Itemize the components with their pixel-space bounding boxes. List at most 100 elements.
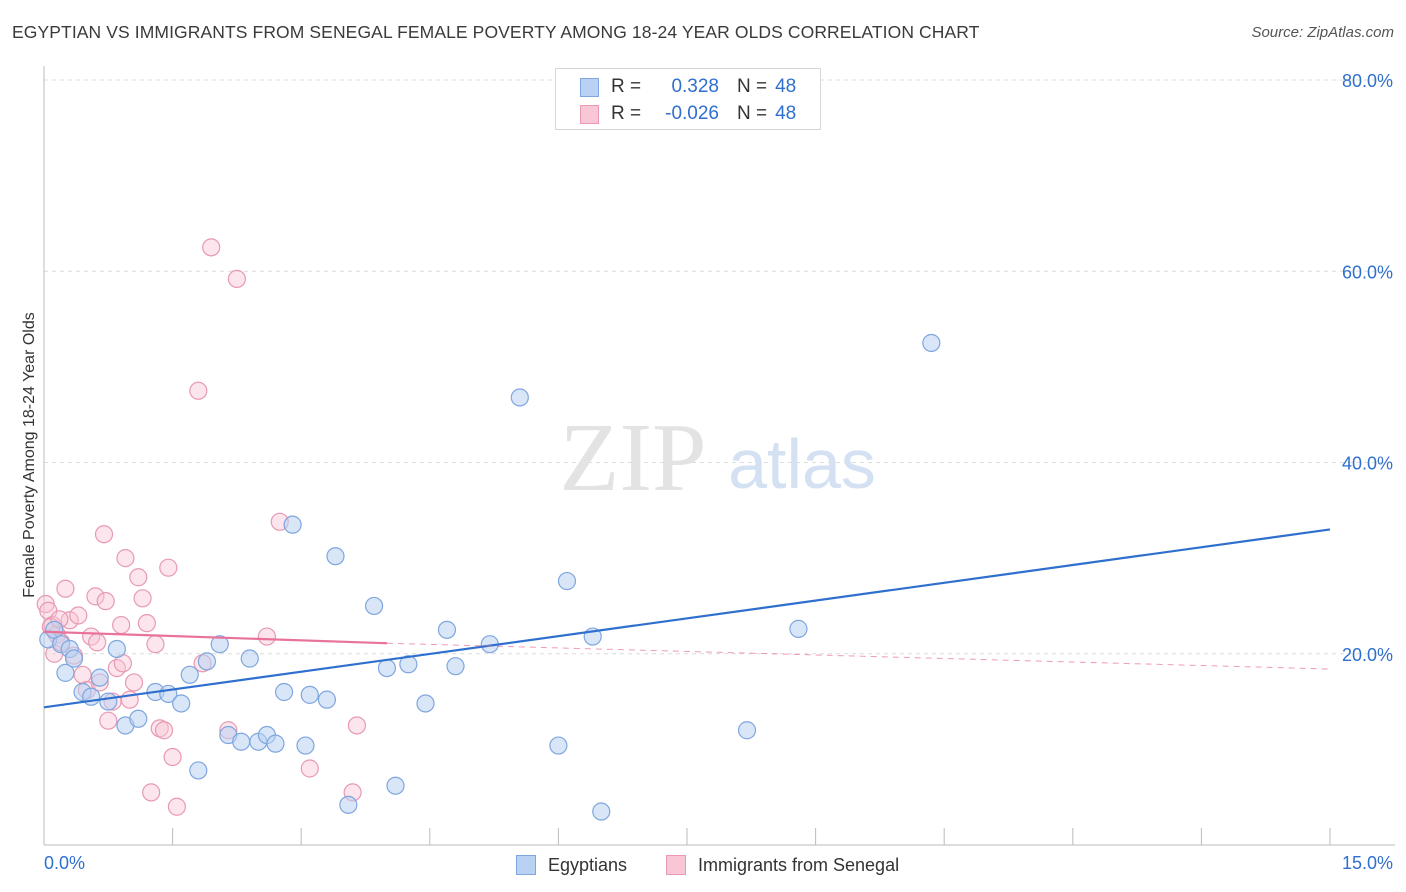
- trend-lines: [43, 528, 1331, 709]
- senegal-point: [227, 269, 246, 288]
- legend-row-egyptians: R = 0.328 N = 48: [580, 74, 796, 100]
- egyptian-point: [386, 776, 405, 795]
- y-tick-label: 80.0%: [1342, 71, 1393, 91]
- senegal-point: [300, 759, 319, 778]
- senegal-point: [69, 606, 88, 625]
- legend-swatch-blue: [580, 77, 599, 97]
- senegal-point: [112, 615, 131, 635]
- senegal-point: [137, 614, 156, 633]
- legend-label-egyptians: Egyptians: [548, 854, 628, 875]
- senegal-point: [56, 579, 75, 598]
- correlation-legend: R = 0.328 N = 48 R = -0.026 N = 48: [555, 68, 821, 130]
- bottom-legend-egyptians[interactable]: Egyptians: [516, 852, 627, 878]
- egyptian-point: [232, 732, 251, 751]
- watermark-atlas: atlas: [728, 425, 876, 503]
- senegal-point: [124, 673, 144, 692]
- egyptian-point: [56, 663, 75, 682]
- egyptian-point: [240, 649, 259, 668]
- egyptian-point: [510, 388, 529, 407]
- legend-swatch-pink: [580, 104, 599, 124]
- senegal-point: [73, 665, 92, 684]
- r-value: -0.026: [665, 103, 719, 124]
- egyptian-point: [789, 619, 808, 638]
- egyptian-point: [399, 655, 418, 674]
- senegal-point: [142, 783, 161, 802]
- y-tick-label: 20.0%: [1342, 645, 1393, 665]
- senegal-point: [99, 711, 118, 730]
- egyptian-point: [189, 761, 208, 780]
- legend-label-senegal: Immigrants from Senegal: [698, 854, 900, 875]
- egyptian-point: [416, 694, 435, 713]
- senegal-point: [133, 589, 152, 608]
- y-tick-label: 60.0%: [1342, 262, 1393, 282]
- senegal-point: [257, 627, 277, 646]
- axes: [43, 66, 1395, 846]
- r-value: 0.328: [671, 76, 719, 97]
- senegal-trend-extension: [386, 642, 1331, 670]
- senegal-point: [347, 716, 367, 735]
- egyptian-point: [90, 668, 109, 687]
- egyptian-point: [446, 657, 465, 676]
- senegal-point: [129, 568, 148, 587]
- egyptian-point: [266, 734, 285, 753]
- y-tick-label: 40.0%: [1342, 454, 1393, 474]
- egyptian-point: [326, 547, 345, 566]
- egyptian-points: [39, 333, 941, 821]
- egyptian-point: [437, 620, 457, 639]
- senegal-points: [36, 238, 367, 816]
- legend-swatch-egyptians: [516, 855, 536, 875]
- senegal-trend-line: [43, 630, 387, 645]
- egyptian-point: [99, 692, 118, 711]
- egyptian-point: [180, 665, 199, 684]
- senegal-point: [189, 381, 208, 400]
- egyptian-point: [549, 736, 568, 755]
- senegal-point: [116, 549, 135, 568]
- senegal-point: [88, 633, 107, 652]
- egyptian-point: [317, 690, 337, 709]
- senegal-point: [159, 558, 178, 577]
- egyptian-point: [300, 685, 319, 704]
- egyptian-point: [274, 682, 294, 702]
- source-label: Source: ZipAtlas.com: [1251, 24, 1394, 41]
- senegal-point: [94, 525, 114, 544]
- egyptian-point: [82, 687, 101, 706]
- n-value: 48: [775, 103, 797, 124]
- tick-labels: 20.0% 40.0% 60.0% 80.0% 0.0% 15.0%: [44, 71, 1393, 873]
- watermark: ZIP atlas: [560, 404, 876, 512]
- senegal-point: [107, 658, 126, 678]
- egyptian-point: [364, 596, 384, 616]
- egyptian-point: [377, 658, 397, 678]
- senegal-point: [154, 721, 174, 740]
- chart-title: EGYPTIAN VS IMMIGRANTS FROM SENEGAL FEMA…: [12, 22, 980, 42]
- x-tick-label: 0.0%: [44, 853, 85, 873]
- egyptian-point: [129, 709, 148, 728]
- n-value: 48: [775, 76, 797, 97]
- gridlines: [44, 79, 1395, 655]
- egyptian-point: [339, 795, 358, 814]
- r-label: R =: [611, 103, 642, 124]
- n-label: N =: [737, 103, 768, 124]
- senegal-point: [86, 587, 105, 606]
- egyptian-point: [197, 652, 216, 671]
- watermark-zip: ZIP: [560, 404, 707, 512]
- egyptian-point: [64, 649, 84, 668]
- egyptian-point: [283, 515, 302, 534]
- egyptian-point: [172, 694, 191, 713]
- senegal-point: [202, 238, 221, 257]
- senegal-point: [96, 592, 115, 611]
- senegal-point: [167, 797, 186, 816]
- egyptian-point: [557, 571, 577, 591]
- egyptian-point: [107, 639, 126, 659]
- egyptian-point: [737, 721, 757, 740]
- r-label: R =: [611, 76, 642, 97]
- senegal-point: [163, 747, 182, 767]
- egyptian-point: [922, 333, 941, 353]
- senegal-point: [146, 635, 165, 654]
- egyptian-point: [210, 635, 229, 654]
- n-label: N =: [737, 76, 768, 97]
- x-tick-label: 15.0%: [1342, 853, 1393, 873]
- bottom-legend-senegal[interactable]: Immigrants from Senegal: [666, 852, 899, 878]
- egyptian-trend-line: [43, 528, 1331, 709]
- egyptian-point: [296, 736, 315, 755]
